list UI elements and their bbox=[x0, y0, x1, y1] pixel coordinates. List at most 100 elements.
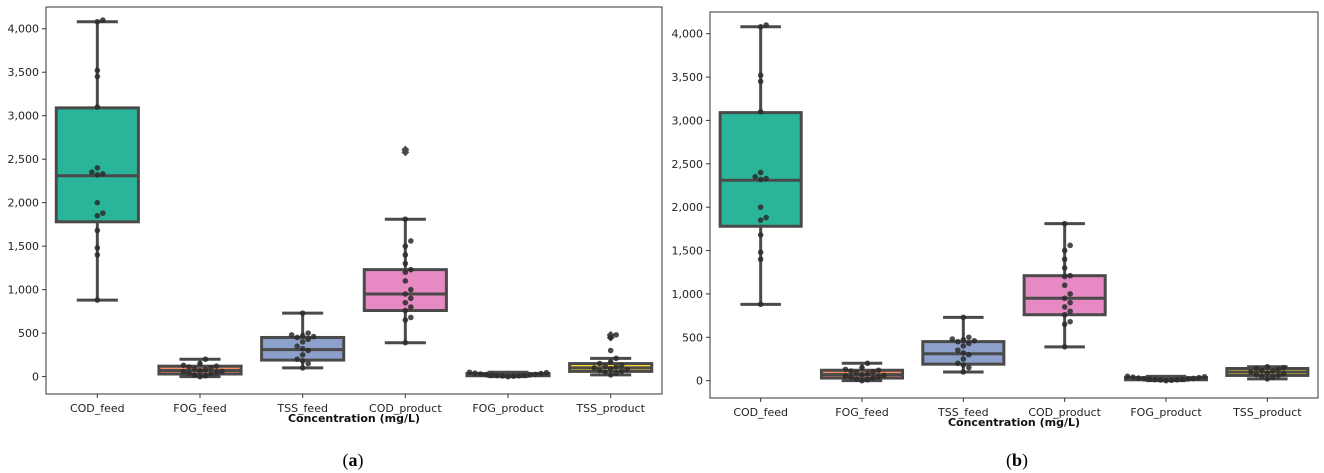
data-point bbox=[1253, 371, 1260, 378]
data-point bbox=[1061, 344, 1068, 350]
data-point bbox=[1190, 375, 1197, 382]
data-point bbox=[208, 371, 214, 377]
data-point bbox=[527, 372, 533, 378]
data-point bbox=[213, 363, 220, 369]
y-tick-label: 1,000 bbox=[672, 288, 704, 301]
data-point bbox=[294, 334, 300, 341]
data-point bbox=[402, 291, 409, 297]
data-point bbox=[1275, 372, 1282, 379]
data-point bbox=[870, 375, 876, 381]
data-point bbox=[305, 336, 311, 343]
y-tick-label: 2,500 bbox=[8, 153, 40, 166]
data-point bbox=[89, 169, 95, 176]
data-point bbox=[299, 310, 306, 316]
data-point bbox=[960, 337, 967, 343]
data-point bbox=[408, 286, 414, 293]
data-point bbox=[613, 332, 619, 338]
data-point bbox=[1168, 377, 1175, 384]
data-point bbox=[477, 371, 484, 377]
data-point bbox=[94, 172, 101, 178]
data-point bbox=[408, 304, 414, 310]
data-point bbox=[186, 370, 192, 376]
data-point bbox=[848, 374, 854, 380]
data-point bbox=[100, 171, 106, 177]
data-point bbox=[966, 340, 972, 347]
data-point bbox=[219, 368, 225, 375]
y-tick-label: 2,000 bbox=[672, 201, 704, 214]
data-point bbox=[966, 334, 972, 341]
y-tick-label: 1,500 bbox=[672, 245, 704, 258]
data-point bbox=[1061, 295, 1068, 302]
data-point bbox=[538, 370, 544, 377]
data-point bbox=[960, 314, 967, 321]
y-tick-label: 3,000 bbox=[8, 110, 40, 123]
x-tick-label-TSS_product: TSS_product bbox=[1232, 406, 1302, 419]
box-TSS_product bbox=[1225, 363, 1310, 382]
data-point bbox=[1061, 311, 1068, 318]
data-point bbox=[305, 347, 311, 354]
data-point bbox=[864, 370, 871, 377]
data-point bbox=[1061, 220, 1068, 227]
x-tick-label-FOG_product: FOG_product bbox=[472, 402, 544, 415]
data-point bbox=[294, 343, 300, 349]
x-tick-label-FOG_feed: FOG_feed bbox=[173, 402, 226, 415]
data-point bbox=[94, 67, 101, 74]
box-FOG_feed bbox=[157, 356, 243, 380]
data-point bbox=[757, 301, 764, 308]
data-point bbox=[494, 372, 500, 379]
data-point bbox=[757, 78, 764, 85]
data-point bbox=[197, 367, 203, 374]
data-point bbox=[402, 252, 409, 258]
data-point bbox=[763, 175, 769, 182]
data-point bbox=[94, 165, 101, 171]
data-point bbox=[1259, 367, 1265, 374]
y-tick-label: 2,500 bbox=[672, 158, 704, 171]
data-point bbox=[966, 351, 972, 358]
data-point bbox=[960, 369, 967, 375]
data-point bbox=[202, 356, 209, 363]
data-point bbox=[596, 360, 603, 367]
data-point bbox=[299, 339, 306, 345]
data-point bbox=[763, 214, 769, 221]
data-point bbox=[613, 364, 619, 370]
x-tick-label-COD_feed: COD_feed bbox=[733, 406, 788, 419]
y-tick-label: 2,000 bbox=[8, 197, 40, 210]
data-point bbox=[1201, 373, 1208, 380]
data-point bbox=[408, 266, 414, 273]
data-point bbox=[202, 372, 209, 379]
data-point bbox=[1281, 370, 1287, 377]
data-point bbox=[596, 367, 603, 374]
data-point bbox=[510, 373, 517, 379]
data-point bbox=[1179, 376, 1186, 383]
y-tick-label: 3,000 bbox=[672, 114, 704, 127]
data-point bbox=[607, 334, 614, 341]
data-point bbox=[1130, 374, 1136, 380]
data-point bbox=[191, 365, 198, 372]
box-TSS_feed bbox=[921, 314, 1006, 375]
data-point bbox=[966, 364, 972, 371]
data-point bbox=[971, 337, 978, 344]
data-point bbox=[499, 373, 506, 379]
data-point bbox=[960, 356, 967, 362]
data-point bbox=[1270, 374, 1276, 380]
chart-panel-b: 0 500 1,000 1,500 2,000 2,500 3,000 3,500 4,000 C… bbox=[672, 11, 1319, 429]
x-tick-label-COD_feed: COD_feed bbox=[70, 402, 125, 415]
data-point bbox=[1141, 375, 1147, 382]
data-point bbox=[1264, 370, 1271, 376]
data-point bbox=[1275, 366, 1282, 373]
data-point bbox=[618, 362, 625, 369]
y-tick-label: 500 bbox=[18, 327, 39, 340]
data-point bbox=[607, 359, 614, 365]
data-point bbox=[288, 332, 295, 338]
data-point bbox=[1248, 369, 1254, 375]
data-point bbox=[757, 249, 764, 256]
data-point bbox=[94, 199, 101, 206]
data-point bbox=[607, 372, 614, 378]
data-point bbox=[960, 362, 967, 368]
data-point bbox=[955, 338, 961, 345]
data-point bbox=[859, 377, 865, 384]
data-point bbox=[1061, 273, 1068, 280]
panel-label-b: (b) bbox=[1006, 450, 1028, 471]
y-tick-label: 1,000 bbox=[8, 284, 40, 297]
data-point bbox=[94, 252, 101, 258]
